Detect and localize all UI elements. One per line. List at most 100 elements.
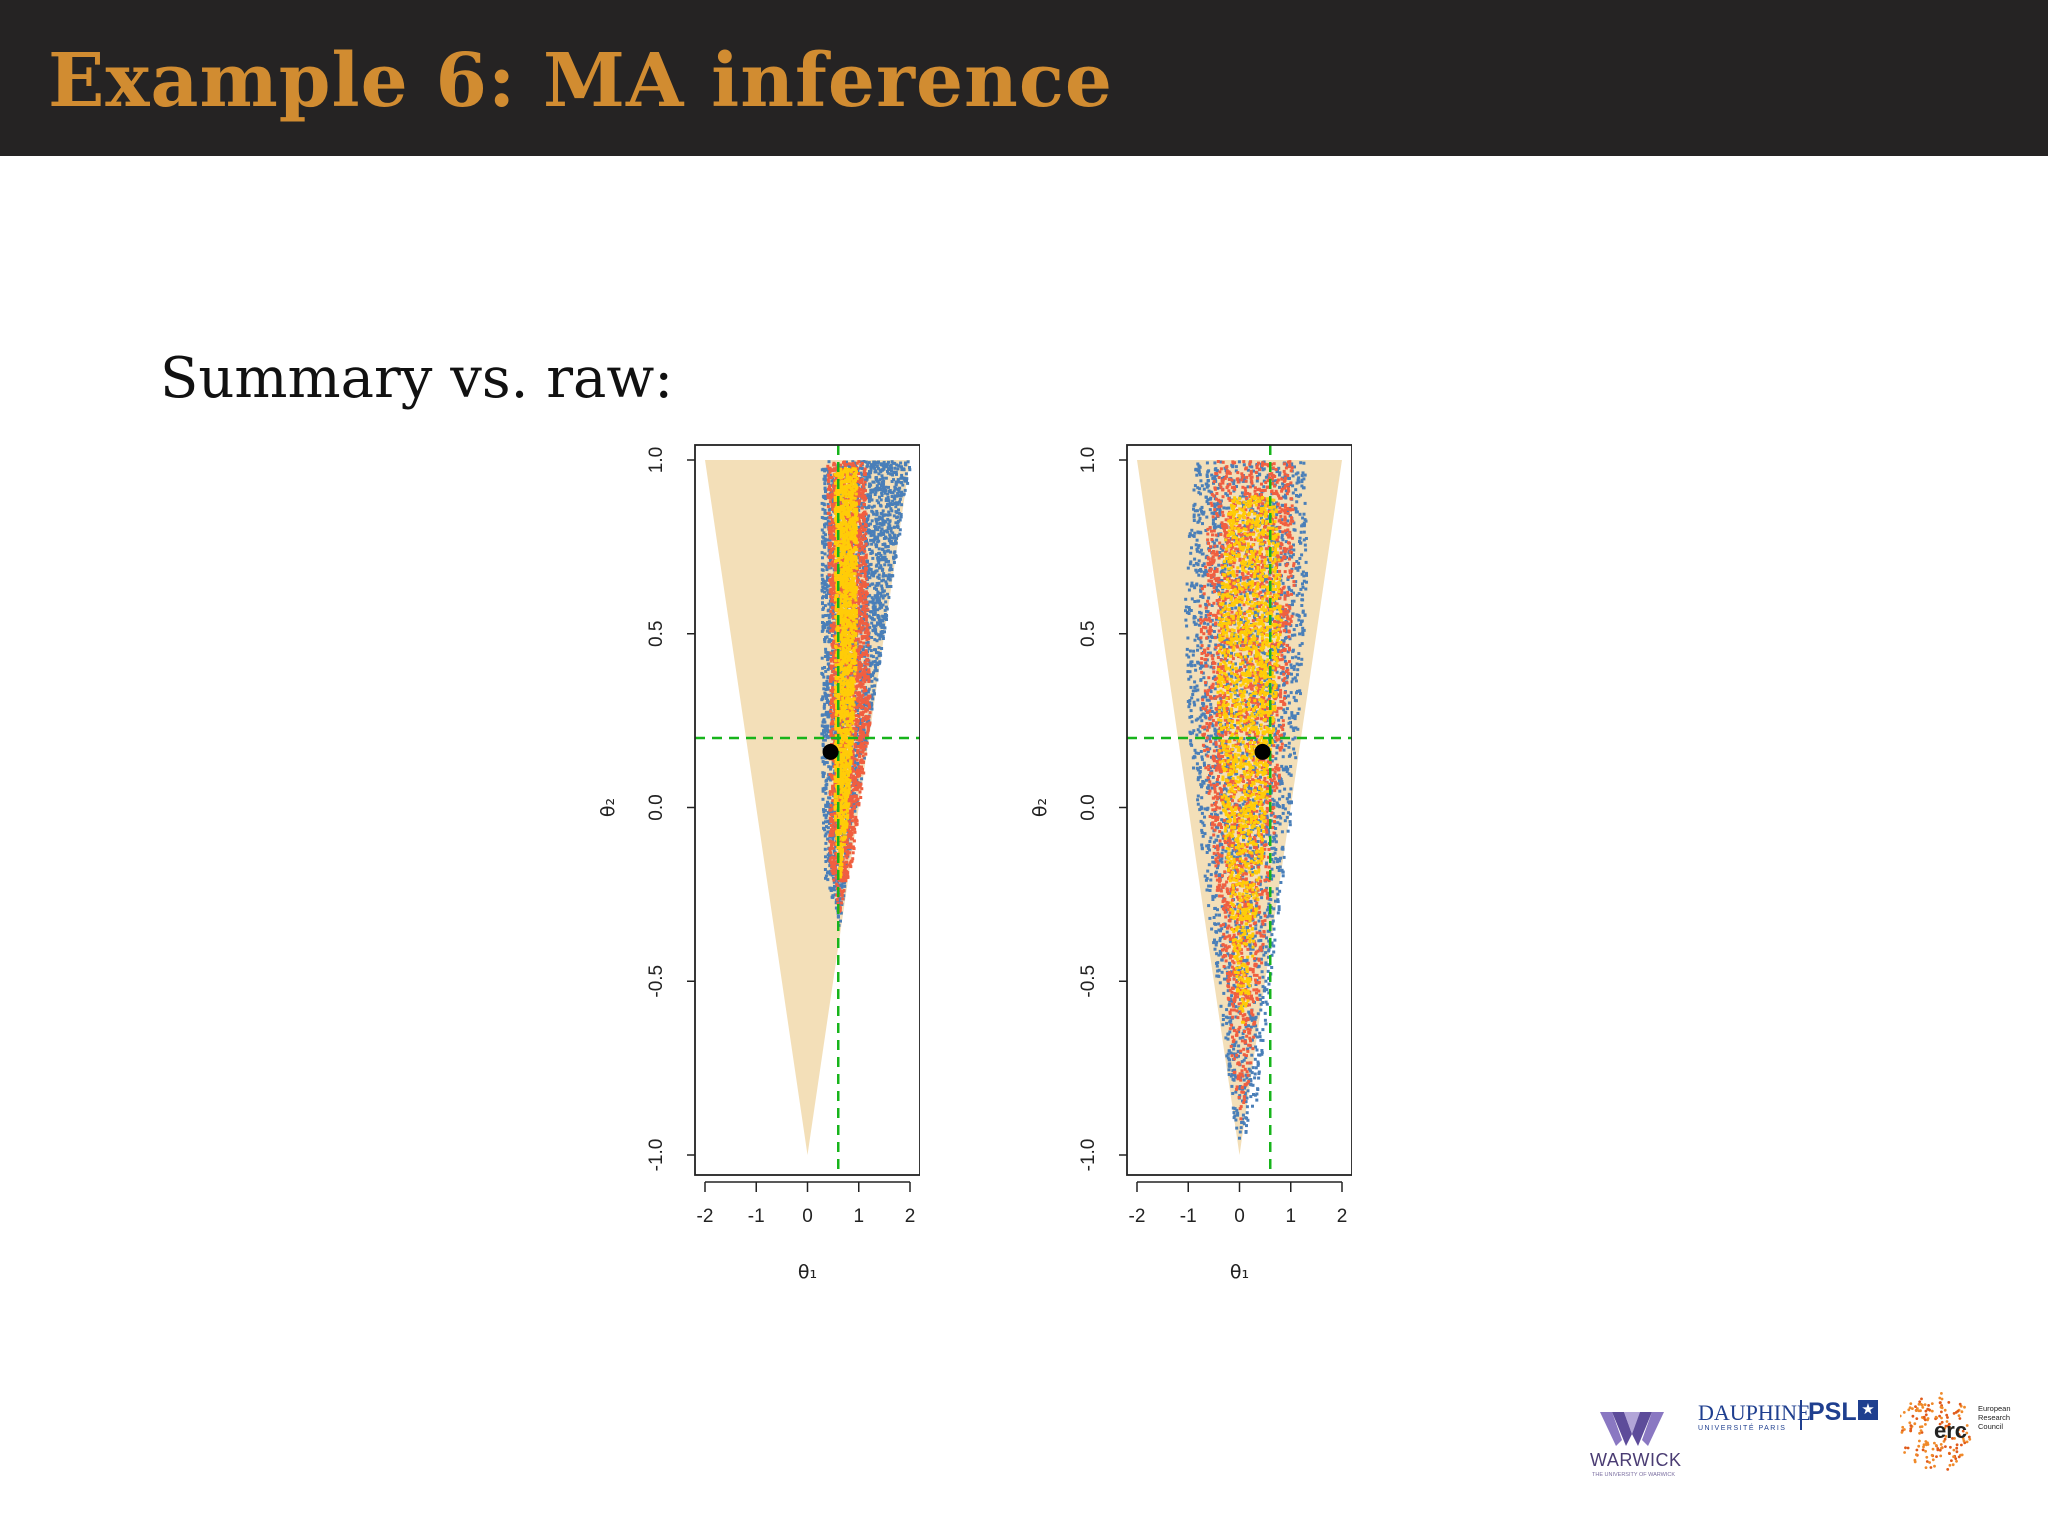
- sample-point: [879, 522, 883, 526]
- sample-point: [825, 623, 829, 627]
- sample-point: [856, 502, 860, 506]
- sample-point: [840, 478, 844, 482]
- sample-point: [890, 503, 894, 506]
- sample-point: [899, 481, 903, 485]
- sample-point: [866, 690, 870, 694]
- sample-point: [890, 568, 894, 571]
- sample-point: [866, 628, 870, 632]
- sample-point: [859, 652, 863, 655]
- sample-point: [856, 675, 860, 679]
- sample-point: [866, 493, 870, 497]
- sample-point: [827, 620, 831, 624]
- sample-point: [831, 830, 835, 834]
- sample-point: [851, 461, 855, 465]
- sample-point: [864, 479, 868, 482]
- sample-point: [830, 560, 834, 564]
- sample-point: [833, 843, 837, 846]
- sample-point: [832, 871, 836, 875]
- sample-point: [827, 584, 831, 588]
- sample-point: [876, 488, 880, 492]
- sample-point: [834, 809, 838, 813]
- sample-point: [881, 603, 885, 607]
- sample-point: [831, 642, 835, 646]
- sample-point: [855, 788, 859, 792]
- sample-point: [864, 577, 868, 581]
- sample-point: [826, 804, 830, 808]
- sample-point: [859, 605, 863, 609]
- sample-point: [858, 478, 862, 482]
- sample-point: [856, 545, 860, 549]
- sample-point: [876, 591, 880, 595]
- sample-point: [833, 834, 837, 838]
- sample-point: [821, 771, 825, 775]
- sample-point: [829, 496, 833, 500]
- sample-point: [862, 558, 866, 562]
- sample-point: [882, 578, 885, 582]
- sample-point: [839, 542, 843, 545]
- sample-point: [886, 517, 890, 521]
- sample-point: [827, 562, 831, 566]
- sample-point: [859, 513, 863, 517]
- sample-point: [861, 682, 865, 686]
- sample-point: [855, 774, 859, 778]
- sample-point: [884, 476, 888, 480]
- sample-point: [842, 871, 846, 874]
- sample-point: [867, 499, 871, 503]
- sample-point: [877, 597, 881, 601]
- sample-point: [869, 465, 873, 469]
- sample-point: [829, 488, 833, 492]
- sample-point: [842, 807, 846, 811]
- sample-point: [889, 529, 893, 533]
- sample-point: [823, 511, 827, 515]
- sample-point: [849, 672, 852, 676]
- sample-point: [864, 537, 867, 540]
- sample-point: [820, 551, 824, 555]
- sample-point: [887, 559, 890, 563]
- sample-point: [877, 472, 881, 476]
- sample-point: [863, 741, 867, 745]
- sample-point: [886, 471, 890, 475]
- sample-point: [869, 654, 873, 658]
- sample-point: [849, 859, 853, 863]
- sample-point: [862, 560, 865, 564]
- sample-point: [832, 654, 836, 658]
- sample-point: [861, 483, 865, 487]
- sample-point: [877, 581, 881, 585]
- sample-point: [857, 765, 861, 769]
- sample-point: [830, 476, 834, 479]
- sample-point: [868, 664, 872, 668]
- sample-point: [877, 547, 881, 551]
- sample-point: [869, 616, 873, 620]
- sample-point: [828, 849, 832, 853]
- sample-point: [831, 727, 835, 731]
- sample-point: [889, 463, 893, 467]
- sample-point: [854, 727, 858, 731]
- sample-point: [864, 737, 868, 741]
- sample-point: [879, 558, 883, 562]
- sample-point: [881, 596, 885, 600]
- sample-point: [834, 562, 838, 566]
- sample-point: [888, 489, 892, 493]
- sample-point: [830, 674, 834, 678]
- sample-point: [822, 542, 826, 546]
- sample-point: [865, 741, 869, 745]
- sample-point: [870, 542, 874, 546]
- sample-point: [827, 573, 831, 577]
- sample-point: [825, 543, 829, 546]
- sample-point: [848, 795, 852, 799]
- sample-point: [829, 664, 833, 668]
- sample-point: [828, 847, 832, 851]
- sample-point: [873, 460, 877, 464]
- sample-point: [861, 719, 864, 722]
- sample-point: [834, 770, 838, 774]
- sample-point: [851, 784, 855, 787]
- sample-point: [833, 567, 837, 571]
- sample-point: [890, 466, 894, 470]
- sample-point: [876, 518, 880, 522]
- sample-point: [846, 515, 850, 519]
- sample-point: [864, 474, 867, 478]
- sample-point: [896, 534, 900, 538]
- sample-point: [882, 572, 886, 576]
- sample-point: [847, 531, 851, 535]
- sample-point: [860, 744, 864, 748]
